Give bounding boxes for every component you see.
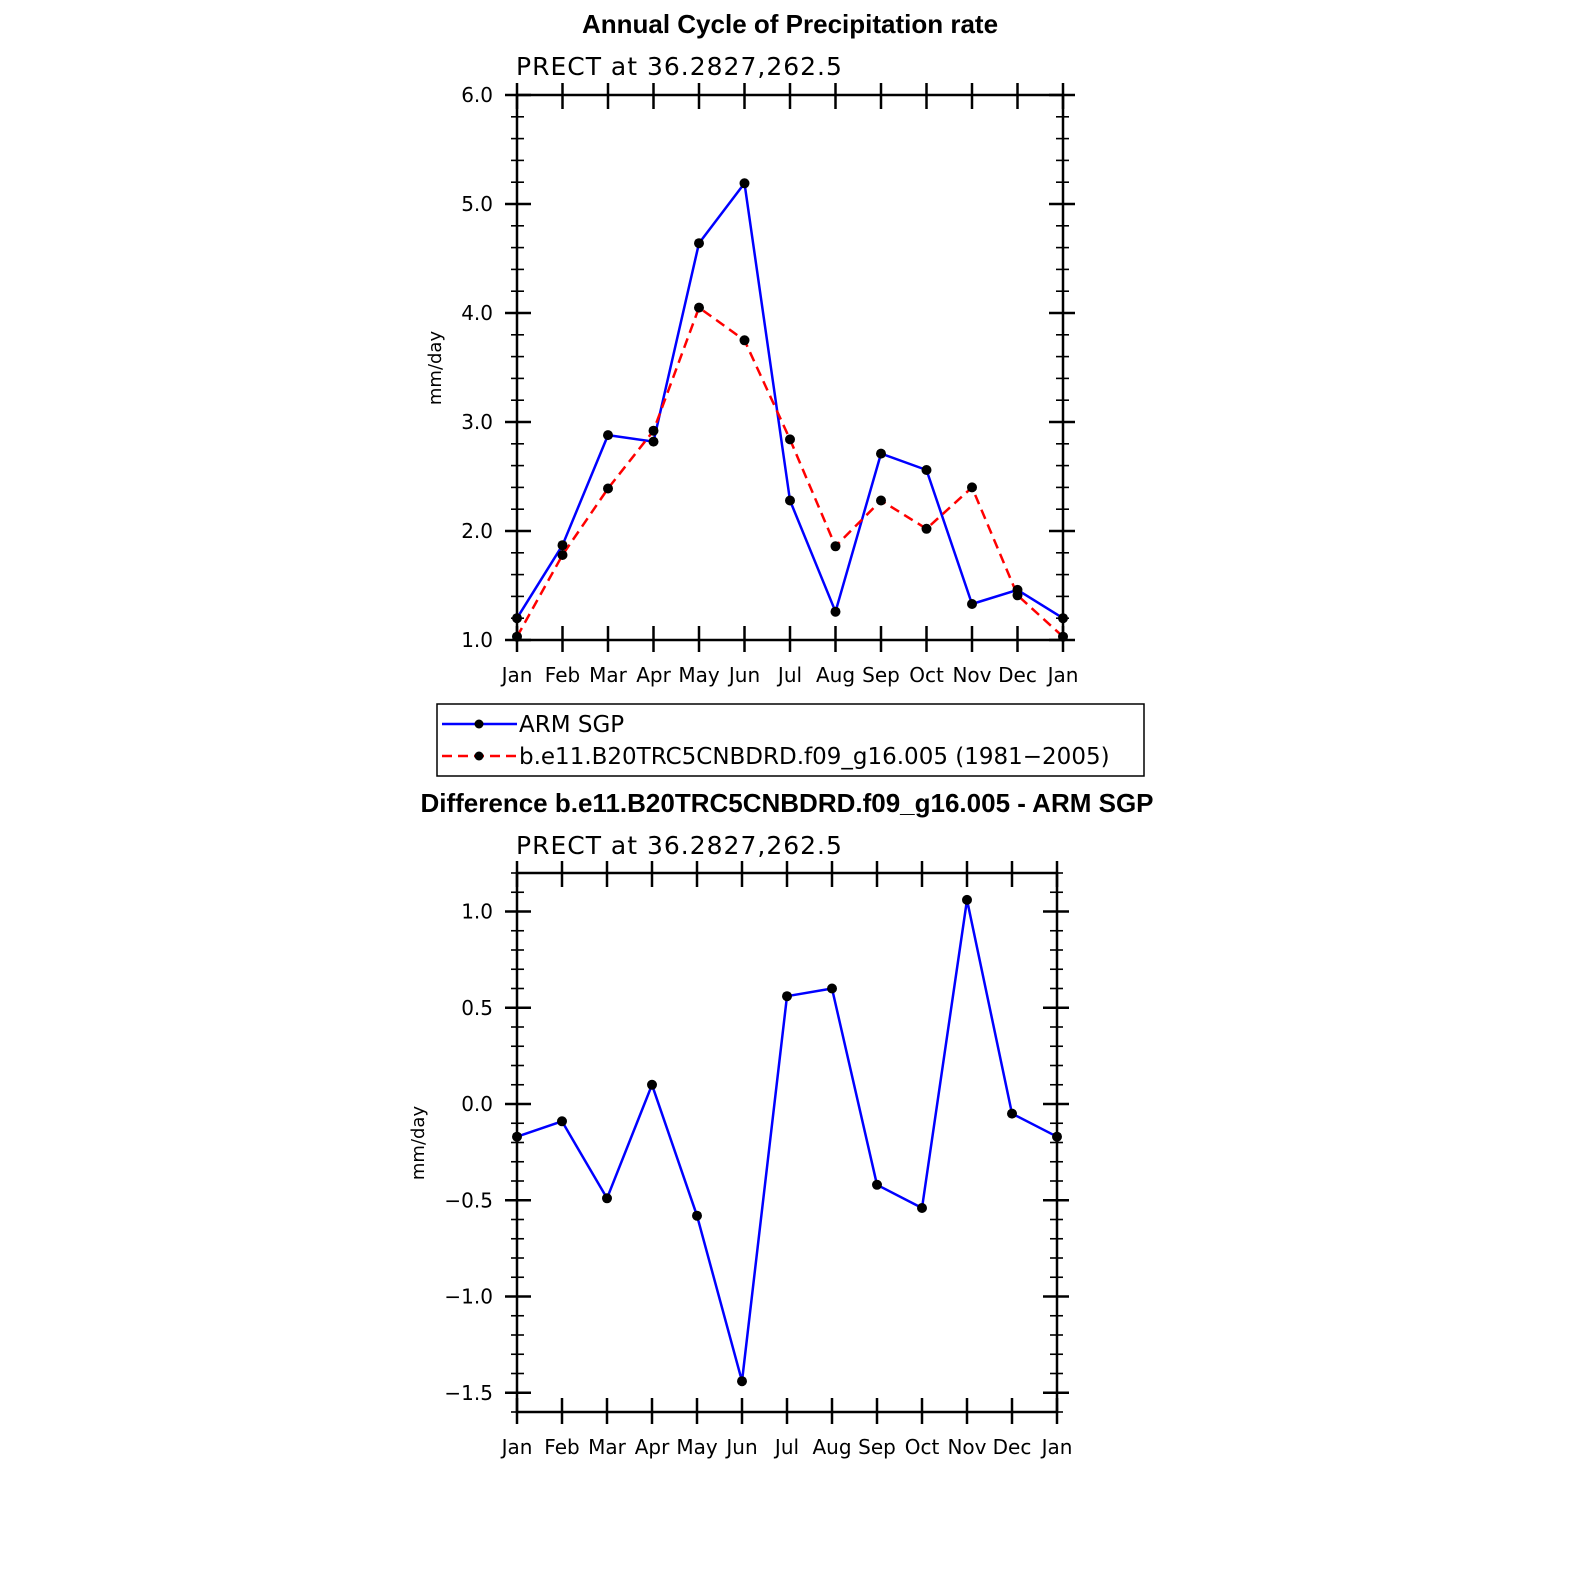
x-tick-label: Mar	[589, 663, 628, 687]
legend: ARM SGP b.e11.B20TRC5CNBDRD.f09_g16.005 …	[436, 703, 1145, 777]
legend-label-model: b.e11.B20TRC5CNBDRD.f09_g16.005 (1981−20…	[519, 744, 1110, 770]
legend-box	[436, 703, 1145, 777]
data-point-s1-7	[830, 541, 841, 552]
data-point-s0-8	[876, 448, 886, 459]
data-point-s0-2	[603, 430, 613, 441]
y-tick-label: 1.0	[461, 628, 493, 652]
y-axis-label: mm/day	[425, 331, 446, 406]
x-tick-label: Mar	[588, 1435, 627, 1459]
series-line-1	[515, 306, 1064, 638]
x-tick-label: Jan	[500, 1435, 533, 1459]
y-tick-label: 1.0	[461, 900, 493, 924]
y-tick-label: 3.0	[461, 410, 493, 434]
chart-title: Difference b.e11.B20TRC5CNBDRD.f09_g16.0…	[420, 788, 1153, 818]
y-tick-label: 2.0	[461, 519, 493, 543]
plot-frame	[515, 871, 1059, 1414]
data-point-s0-4	[694, 238, 704, 249]
x-tick-label: Nov	[947, 1435, 986, 1459]
difference-chart: Difference b.e11.B20TRC5CNBDRD.f09_g16.0…	[408, 788, 1154, 1459]
data-point-s1-9	[921, 523, 932, 534]
y-tick-label: 4.0	[461, 301, 493, 325]
x-tick-label: Jun	[724, 1435, 757, 1459]
y-tick-label: 6.0	[461, 83, 493, 107]
x-tick-label: Aug	[812, 1435, 851, 1459]
x-tick-label: Dec	[998, 663, 1037, 687]
x-tick-label: Nov	[952, 663, 991, 687]
data-point-s1-6	[785, 434, 795, 445]
x-tick-label: Sep	[862, 663, 900, 687]
data-point-s1-5	[739, 335, 750, 346]
data-point-s0-3	[647, 1079, 657, 1090]
legend-entry-model: b.e11.B20TRC5CNBDRD.f09_g16.005 (1981−20…	[442, 744, 1110, 770]
data-point-s0-1	[557, 540, 568, 551]
annual-cycle-chart: Annual Cycle of Precipitation rate PRECT…	[425, 9, 1078, 687]
x-tick-label: Jan	[500, 663, 533, 687]
chart-title: Annual Cycle of Precipitation rate	[582, 9, 998, 39]
data-point-s0-9	[917, 1203, 927, 1213]
data-point-s0-2	[602, 1193, 612, 1204]
data-point-s0-6	[785, 495, 795, 506]
legend-marker-arm-sgp	[474, 719, 484, 729]
x-tick-label: Feb	[544, 1435, 579, 1459]
data-point-s0-4	[692, 1210, 702, 1221]
y-tick-label: 5.0	[461, 192, 493, 216]
y-tick-label: −1.5	[444, 1381, 493, 1405]
x-tick-label: Oct	[905, 1435, 940, 1459]
x-tick-label: Oct	[909, 663, 944, 687]
x-tick-label: Dec	[993, 1435, 1032, 1459]
data-point-s1-11	[1012, 590, 1023, 601]
data-point-s0-3	[648, 436, 659, 447]
y-tick-label: 0.5	[461, 996, 493, 1020]
y-axis-label: mm/day	[408, 1106, 429, 1181]
data-point-s0-7	[827, 983, 837, 994]
y-tick-label: 0.0	[461, 1092, 493, 1116]
data-point-s1-2	[603, 483, 613, 494]
x-tick-label: Jan	[1040, 1435, 1073, 1459]
y-tick-label: −0.5	[444, 1188, 493, 1212]
x-tick-label: Jul	[776, 663, 802, 687]
data-point-s1-4	[694, 302, 704, 313]
x-tick-label: May	[678, 663, 720, 687]
data-point-s0-1	[557, 1116, 567, 1127]
data-point-s0-6	[782, 991, 792, 1002]
data-point-s0-11	[1007, 1108, 1017, 1119]
y-tick-label: −1.0	[444, 1285, 493, 1309]
data-point-s0-5	[737, 1376, 747, 1387]
series-line-0	[516, 898, 1058, 1383]
x-tick-label: Aug	[816, 663, 855, 687]
data-point-s0-9	[921, 465, 932, 475]
data-point-s1-1	[557, 550, 568, 560]
data-point-s1-10	[967, 482, 977, 493]
plot-frame	[515, 93, 1065, 642]
legend-marker-model	[474, 751, 484, 761]
data-point-s0-8	[872, 1179, 882, 1190]
data-point-s0-10	[967, 599, 977, 609]
chart-subtitle: PRECT at 36.2827,262.5	[516, 831, 843, 860]
x-tick-label: Jan	[1046, 663, 1079, 687]
x-tick-label: May	[676, 1435, 718, 1459]
series-line-0	[515, 182, 1064, 620]
x-tick-label: Apr	[635, 1435, 670, 1459]
legend-entry-arm-sgp: ARM SGP	[442, 712, 624, 738]
data-point-s0-10	[962, 894, 972, 905]
x-tick-label: Apr	[636, 663, 671, 687]
legend-label-arm-sgp: ARM SGP	[519, 712, 624, 738]
data-point-s0-5	[739, 178, 750, 189]
data-point-s1-3	[648, 425, 659, 436]
data-point-s1-8	[876, 495, 886, 506]
x-tick-label: Jun	[727, 663, 760, 687]
chart-subtitle: PRECT at 36.2827,262.5	[516, 52, 843, 81]
x-tick-label: Sep	[858, 1435, 896, 1459]
data-point-s0-7	[830, 606, 841, 617]
x-tick-label: Jul	[773, 1435, 799, 1459]
x-tick-label: Feb	[545, 663, 580, 687]
